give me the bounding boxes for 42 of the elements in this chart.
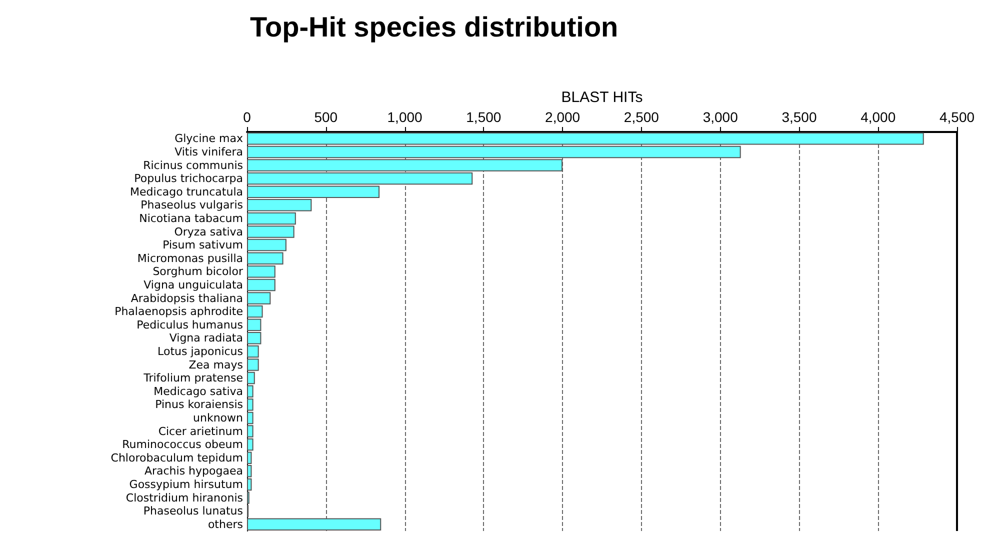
chart-title: Top-Hit species distribution [250,12,618,42]
y-tick-label: Lotus japonicus [158,344,244,358]
x-tick-label: 3,500 [782,109,817,125]
x-tick-label: 1,500 [466,109,502,125]
y-tick-label: Zea mays [188,358,244,372]
x-tick-label: 4,000 [860,109,896,125]
y-tick-label: Micromonas pusilla [137,252,243,265]
y-tick-label: Pediculus humanus [136,318,244,332]
x-tick-label: 4,500 [939,109,975,125]
x-tick-label: 2,500 [624,109,660,125]
y-tick-label: Ruminococcus obeum [122,438,243,452]
y-tick-label: unknown [193,411,244,424]
y-tick-label: Vigna unguiculata [144,278,243,292]
y-tick-label: Nicotiana tabacum [139,212,243,225]
y-tick-label: Phalaenopsis aphrodite [114,305,244,318]
y-tick-label: Phaseolus lunatus [143,504,244,518]
y-tick-label: Chlorobaculum tepidum [110,451,243,464]
y-tick-label: Vitis vinifera [174,145,243,158]
y-tick-label: Ricinus communis [143,158,244,172]
y-tick-label: Pisum sativum [162,238,243,252]
y-tick-label: Glycine max [174,132,244,146]
y-tick-label: Populus trichocarpa [134,172,243,186]
y-tick-label: Arachis hypogaea [144,464,243,478]
y-tick-label: Phaseolus vulgaris [140,198,244,212]
y-tick-label: Vigna radiata [169,332,243,345]
y-tick-label: Cicer arietinum [158,424,243,438]
y-tick-label: Medicago sativa [154,384,243,398]
x-axis-title: BLAST HITs [561,89,643,106]
x-tick-label: 2,000 [545,109,580,125]
x-tick-label: 1,000 [387,109,422,125]
y-tick-label: Oryza sativa [174,225,243,238]
y-tick-label: Gossypium hirsutum [129,478,243,491]
x-tick-label: 0 [243,109,252,125]
y-tick-label: Pinus koraiensis [155,398,244,412]
y-tick-label: Sorghum bicolor [152,265,244,278]
x-tick-label: 3,000 [702,109,738,125]
y-tick-label: Arabidopsis thaliana [130,292,243,305]
y-tick-label: Medicago truncatula [130,185,243,198]
x-tick-label: 500 [314,109,338,125]
y-tick-label: Trifolium pratense [142,372,244,385]
y-tick-label: others [208,518,244,531]
y-tick-label: Clostridium hiranonis [126,491,244,504]
